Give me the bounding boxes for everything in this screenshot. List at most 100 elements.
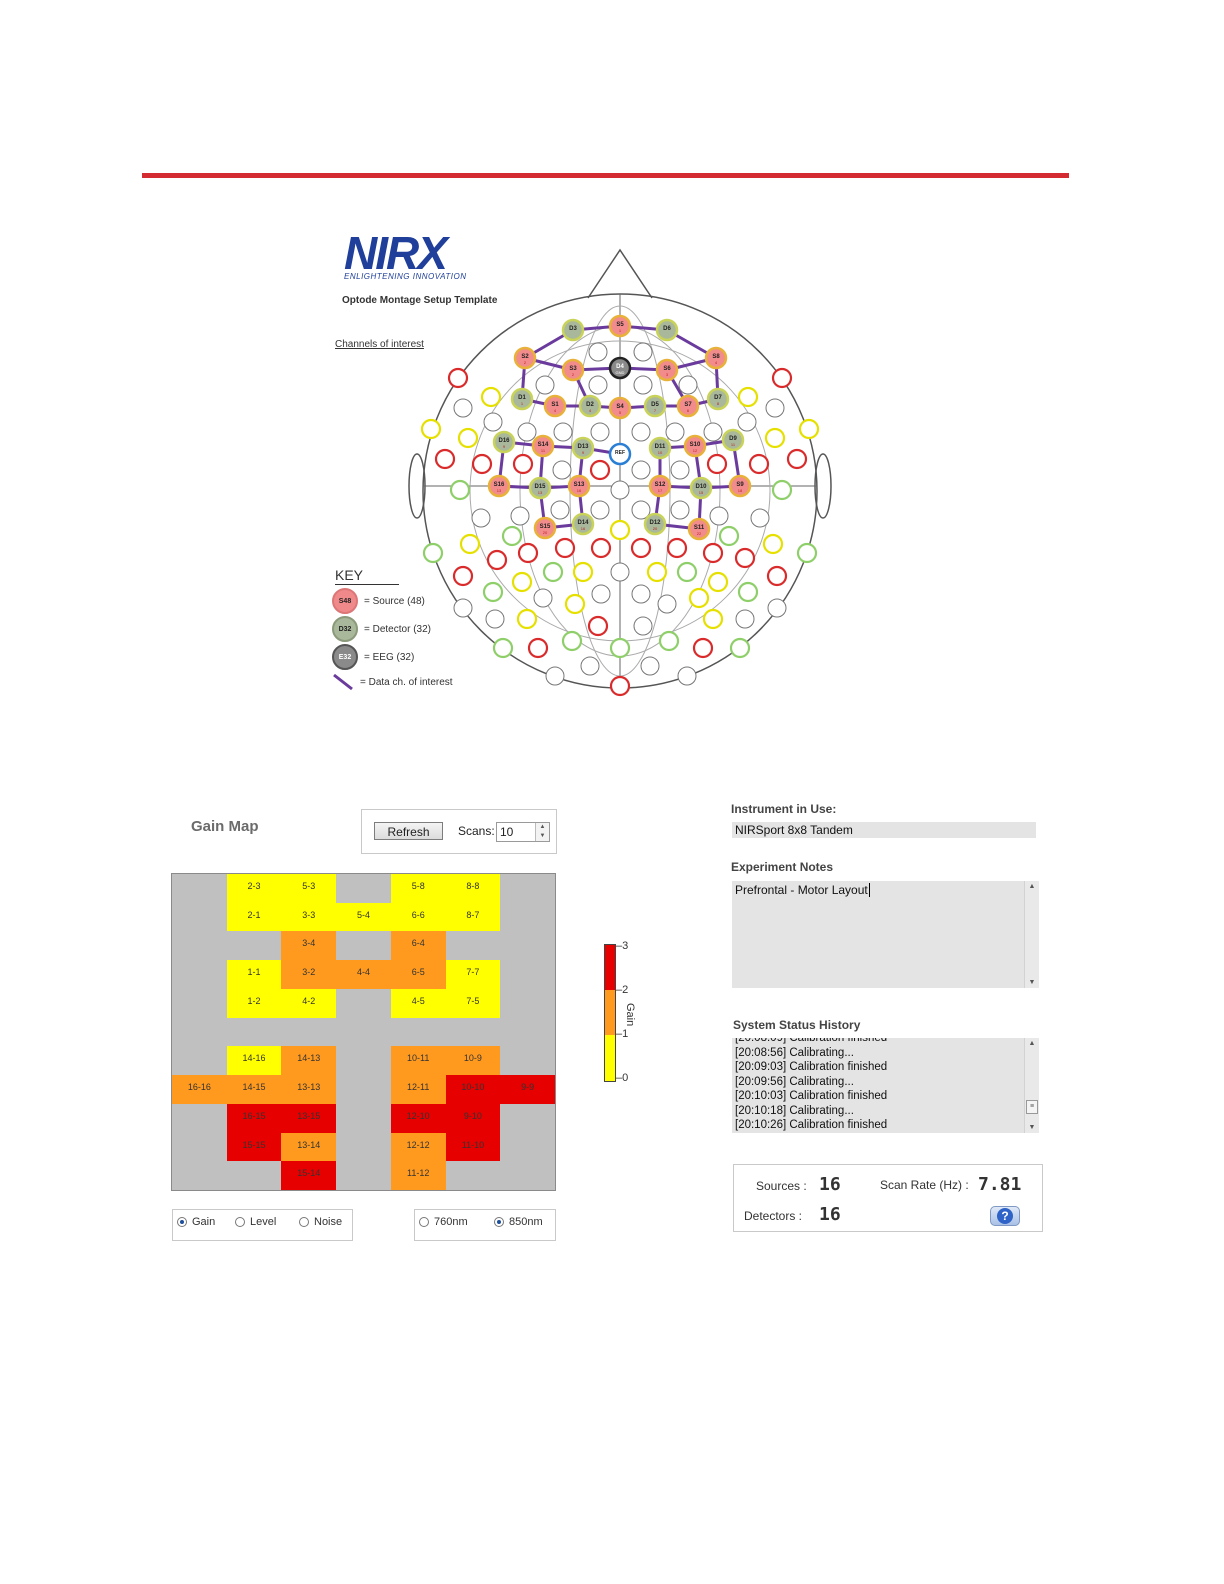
optode-sub-label: 15	[699, 490, 704, 495]
optode-sub-label: 7	[654, 408, 657, 413]
optode-slot-icon	[580, 656, 600, 676]
eeg-badge-icon: E32	[332, 644, 358, 670]
radio-unselected-icon[interactable]	[299, 1217, 309, 1227]
optode-sub-label: 16	[577, 488, 582, 493]
optode-slot-icon	[702, 608, 724, 630]
radio-noise[interactable]: Noise	[299, 1216, 342, 1228]
optode-id-label: S13	[574, 482, 585, 488]
optode-node: D11	[510, 387, 534, 411]
optode-slot-icon	[670, 460, 690, 480]
gain-cell: 14-16	[226, 1046, 282, 1076]
optode-sub-label: 10	[658, 450, 663, 455]
radio-selected-icon[interactable]	[177, 1217, 187, 1227]
gain-cell: 9-9	[500, 1075, 555, 1104]
optode-id-label: D10	[695, 484, 707, 490]
gain-cell: 8-7	[445, 902, 501, 932]
spin-arrows-icon[interactable]: ▲ ▼	[535, 823, 549, 841]
refresh-button[interactable]: Refresh	[374, 822, 443, 840]
optode-circle-icon	[543, 394, 567, 418]
status-log-line: [20:10:26] Calibration finished	[735, 1119, 888, 1131]
optode-id-label: D3	[569, 326, 577, 332]
optode-slot-icon	[453, 398, 473, 418]
optode-circle-icon	[704, 346, 728, 370]
optode-slot-icon	[471, 508, 491, 528]
scans-stepper[interactable]: 10 ▲ ▼	[496, 822, 550, 842]
optode-node: S76	[676, 394, 700, 418]
scroll-thumb-icon[interactable]: ≡	[1026, 1100, 1038, 1114]
optode-slot-icon	[748, 453, 770, 475]
optode-circle-icon	[492, 430, 516, 454]
radio-850nm[interactable]: 850nm	[494, 1216, 543, 1228]
optode-circle-icon	[676, 394, 700, 418]
optode-slot-icon	[762, 533, 784, 555]
optode-slot-icon	[646, 561, 668, 583]
optode-slot-icon	[729, 637, 751, 659]
optode-circle-icon	[648, 474, 672, 498]
radio-unselected-icon[interactable]	[235, 1217, 245, 1227]
key-data-channel: = Data ch. of interest	[332, 673, 453, 691]
gain-map-grid: 2-3 5-3 5-8 8-8 2-1 3-3 5-4 6-6 8-7 3-4 6-4 1-1 3-2 4…	[171, 873, 556, 1191]
optode-id-label: D9	[729, 436, 737, 442]
radio-gain[interactable]: Gain	[177, 1216, 215, 1228]
optode-slot-icon	[561, 630, 583, 652]
optode-slot-icon	[434, 448, 456, 470]
key-data-channel-label: = Data ch. of interest	[360, 676, 453, 688]
gain-cell: 11-12	[390, 1161, 446, 1190]
radio-selected-icon[interactable]	[494, 1217, 504, 1227]
help-button[interactable]: ?	[990, 1206, 1020, 1226]
optode-slot-icon	[765, 398, 785, 418]
optode-sub-label: 11	[731, 442, 736, 447]
optode-id-label: S12	[655, 482, 666, 488]
status-scrollbar[interactable]: ▲ ≡ ▼	[1024, 1038, 1039, 1133]
radio-level[interactable]: Level	[235, 1216, 276, 1228]
optode-circle-icon	[706, 387, 730, 411]
optode-slot-icon	[587, 615, 609, 637]
radio-760nm[interactable]: 760nm	[419, 1216, 468, 1228]
optode-sub-label: 12	[693, 448, 698, 453]
optode-sub-label: 9	[503, 444, 506, 449]
optode-id-label: D6	[663, 326, 671, 332]
optode-id-label: S11	[694, 525, 705, 531]
optode-slot-icon	[517, 422, 537, 442]
radio-unselected-icon[interactable]	[419, 1217, 429, 1227]
optode-slot-icon	[676, 561, 698, 583]
optode-sub-label: 3	[666, 372, 669, 377]
optode-id-label: D4	[616, 364, 624, 370]
help-icon: ?	[997, 1208, 1013, 1224]
optode-slot-icon	[767, 598, 787, 618]
optode-slot-icon	[590, 537, 612, 559]
optode-id-label: D7	[714, 395, 722, 401]
optode-sub-label: 2	[524, 360, 527, 365]
gain-cell: 13-14	[281, 1132, 337, 1162]
gain-cell: 15-14	[281, 1161, 337, 1190]
optode-id-label: S9	[736, 482, 744, 488]
optode-slot-icon	[591, 584, 611, 604]
gain-cell: 3-3	[281, 902, 337, 932]
experiment-notes-textarea[interactable]: Prefrontal - Motor Layout ▲ ▼	[732, 881, 1039, 988]
optode-slot-icon	[692, 637, 714, 659]
optode-sub-label: 18	[738, 488, 743, 493]
optode-id-label: D5	[651, 402, 659, 408]
status-history-log[interactable]: [20:08:09] Calibration finished [20:08:56…	[732, 1038, 1039, 1133]
optode-slot-icon	[572, 561, 594, 583]
optode-id-label: D16	[498, 438, 510, 444]
key-detector: D32 = Detector (32)	[332, 616, 431, 642]
optode-sub-label: 20	[653, 526, 658, 531]
optode-node: D6	[655, 318, 679, 342]
gain-cell: 12-11	[390, 1075, 446, 1104]
optode-slot-icon	[449, 479, 471, 501]
gain-cell: 14-13	[281, 1046, 337, 1076]
optode-slot-icon	[633, 375, 653, 395]
optode-id-label: S3	[569, 366, 577, 372]
wavelength-radio-group	[414, 1209, 556, 1241]
notes-scrollbar[interactable]: ▲ ▼	[1024, 881, 1039, 988]
optode-sub-label: 8	[717, 401, 720, 406]
gain-cell: 16-16	[172, 1075, 227, 1104]
optode-id-label: S5	[616, 322, 624, 328]
optode-slot-icon	[609, 675, 631, 697]
template-title: Optode Montage Setup Template	[342, 295, 498, 306]
gain-cell: 6-6	[390, 902, 446, 932]
